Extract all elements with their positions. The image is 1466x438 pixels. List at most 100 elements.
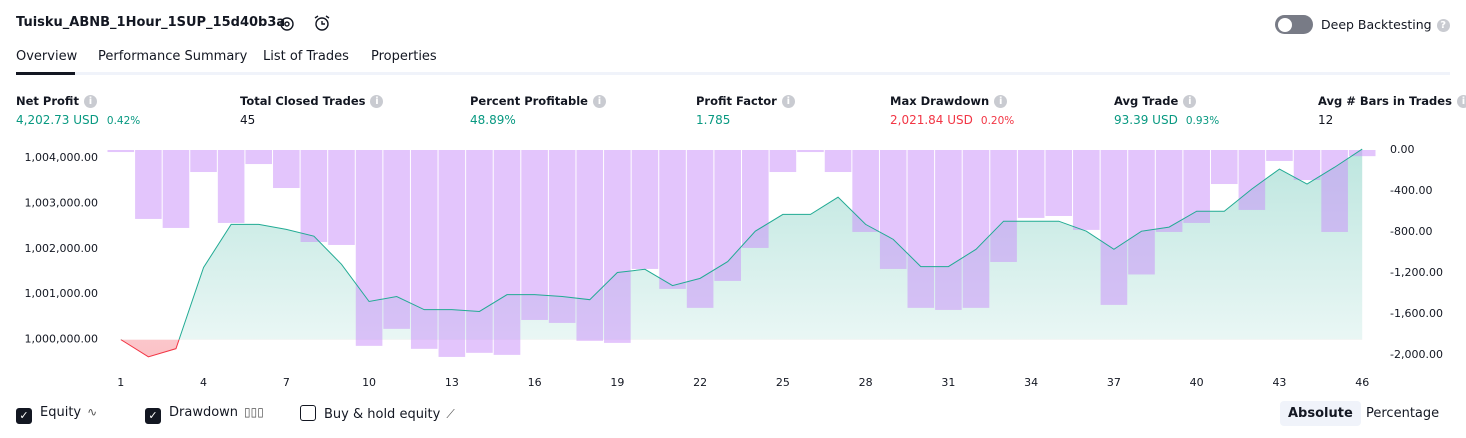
y2-tick-label: -2,000.00 (1390, 348, 1443, 361)
label: Max Drawdown (890, 94, 990, 108)
tab[interactable]: Performance Summary (98, 49, 248, 64)
drawdown-bar (962, 150, 990, 308)
drawdown-bar (107, 150, 135, 153)
drawdown-bar (769, 150, 797, 173)
drawdown-bar (521, 150, 548, 320)
percent: 0.42% (106, 115, 141, 127)
metric-value: 2,021.84 USD 0.20% (890, 113, 1014, 127)
checkbox: ✓ (145, 408, 161, 424)
y-tick-label: 1,001,000.00 (25, 287, 98, 300)
metric-value: 12 (1318, 113, 1333, 127)
deep-backtesting-toggle[interactable] (1275, 15, 1313, 34)
view-button[interactable]: Absolute (1280, 401, 1361, 426)
x-tick-label: 28 (859, 376, 873, 389)
y-tick-label: 1,003,000.00 (25, 197, 98, 210)
drawdown-bar (383, 150, 410, 329)
tab[interactable]: Overview (16, 49, 78, 64)
drawdown-bar (466, 150, 493, 353)
y2-tick-label: -1,600.00 (1390, 307, 1443, 320)
drawdown-bar (714, 150, 741, 281)
percent: 0.20% (980, 115, 1015, 127)
help-icon: i (1183, 95, 1197, 108)
metric-label: Avg Trade i (1114, 94, 1197, 108)
metric-value: 48.89% (470, 113, 516, 127)
drawdown-bar (1183, 150, 1210, 223)
x-tick-label: 40 (1190, 376, 1204, 389)
x-tick-label: 1 (117, 376, 124, 389)
legend-label: Buy & hold equity (324, 407, 441, 422)
strategy-title: Tuisku_ABNB_1Hour_1SUP_15d40b3a (16, 15, 286, 30)
checkbox (300, 405, 316, 421)
help-icon: i (994, 95, 1008, 108)
drawdown-bar (410, 150, 438, 349)
tab[interactable]: List of Trades (263, 49, 349, 64)
drawdown-bar (355, 150, 383, 346)
x-tick-label: 37 (1107, 376, 1121, 389)
help-icon: i (592, 95, 606, 108)
metric-value: 1.785 (696, 113, 730, 127)
drawdown-bar (852, 150, 879, 232)
legend-item[interactable]: ✓ Drawdown ▯▯▯ (145, 405, 264, 424)
drawdown-bar (576, 150, 604, 341)
drawdown-bar (438, 150, 466, 357)
drawdown-bar (631, 150, 659, 269)
equity-area (179, 149, 1363, 340)
drawdown-bar (1266, 150, 1293, 161)
value: 12 (1318, 113, 1334, 127)
value: 2,021.84 USD (890, 113, 973, 127)
drawdown-bar (162, 150, 190, 228)
metric-value: 93.39 USD 0.93% (1114, 113, 1219, 127)
y2-tick-label: -400.00 (1390, 184, 1432, 197)
x-tick-label: 31 (941, 376, 955, 389)
drawdown-bar (1321, 150, 1348, 232)
equity-line (120, 148, 1363, 340)
drawdown-bar (604, 150, 631, 343)
legend-icon: ▯▯▯ (244, 405, 264, 419)
x-tick-label: 10 (362, 376, 376, 389)
drawdown-bar (1073, 150, 1100, 230)
y-tick-label: 1,004,000.00 (25, 151, 98, 164)
drawdown-bar (990, 150, 1017, 262)
drawdown-bar (300, 150, 328, 242)
help-icon: i (370, 95, 384, 108)
drawdown-bar (273, 150, 300, 189)
drawdown-bar (1017, 150, 1045, 218)
legend-item[interactable]: ✓ Equity ∿ (16, 405, 97, 424)
x-tick-label: 43 (1272, 376, 1286, 389)
drawdown-bar (1045, 150, 1073, 216)
legend-icon: ⟋ (446, 407, 455, 421)
metric-label: Total Closed Trades i (240, 94, 384, 108)
metric-value: 45 (240, 113, 255, 127)
help-icon: i (1456, 95, 1466, 108)
x-tick-label: 22 (693, 376, 707, 389)
drawdown-bar (190, 150, 217, 173)
y2-tick-label: 0.00 (1390, 143, 1415, 156)
title-icons (280, 15, 330, 31)
value: 93.39 USD (1114, 113, 1178, 127)
deep-backtesting-label: Deep Backtesting? (1321, 17, 1450, 32)
label: Deep Backtesting (1321, 17, 1432, 32)
drawdown-bar (742, 150, 769, 248)
label: Profit Factor (696, 94, 777, 108)
tab[interactable]: Properties (371, 49, 437, 64)
x-tick-label: 7 (283, 376, 290, 389)
percent: 0.93% (1185, 115, 1220, 127)
drawdown-bar (217, 150, 245, 223)
label: Avg # Bars in Trades (1318, 94, 1452, 108)
label: Total Closed Trades (240, 94, 366, 108)
x-tick-label: 13 (445, 376, 459, 389)
help-icon: i (781, 95, 795, 108)
view-button[interactable]: Percentage (1366, 406, 1440, 421)
x-tick-label: 34 (1024, 376, 1038, 389)
drawdown-bar (797, 150, 824, 153)
x-tick-label: 4 (200, 376, 207, 389)
drawdown-bar (245, 150, 273, 165)
drawdown-bar (1238, 150, 1266, 210)
tabs-divider (16, 72, 1450, 75)
metric-label: Profit Factor i (696, 94, 795, 108)
label: Avg Trade (1114, 94, 1179, 108)
legend-item[interactable]: Buy & hold equity ⟋ (300, 405, 455, 422)
legend-icon: ∿ (87, 405, 98, 419)
drawdown-bar (1293, 150, 1321, 181)
